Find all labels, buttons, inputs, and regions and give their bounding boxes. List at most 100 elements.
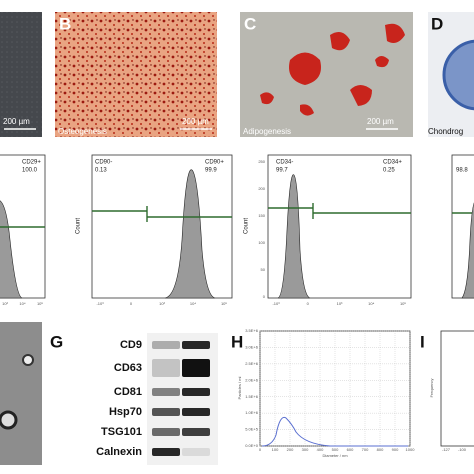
plot-frame [440, 330, 474, 447]
y-label: Particles / ml [237, 376, 242, 399]
y-tick-label: 3.5E+6 [245, 328, 259, 333]
x-tick-label: 0 [130, 301, 133, 306]
panel-letter: I [420, 332, 425, 351]
x-tick-label: 1000 [406, 447, 416, 452]
protein-label: Calnexin [96, 446, 142, 458]
gate-label: CD34- [276, 160, 293, 166]
y-tick-label: 1.0E+6 [245, 410, 259, 415]
protein-label: CD63 [114, 362, 142, 374]
histogram [164, 169, 216, 299]
gate-value: 0.25 [383, 168, 395, 174]
band [152, 341, 180, 349]
histogram [0, 200, 23, 299]
x-tick-label: 500 [332, 447, 339, 452]
x-tick-label: 10⁵ [37, 301, 43, 306]
x-tick-label: 10⁵ [221, 301, 227, 306]
y-tick-label: 2.0E+6 [245, 377, 259, 382]
gate-label: CD90+ [205, 160, 224, 166]
panel-h: H Particles / ml Diameter / nm 3.5E+6 3.0… [231, 328, 415, 458]
x-tick-label: 10⁵ [400, 301, 406, 306]
gate-value: 99.7 [276, 168, 288, 174]
y-tick-label: 50 [261, 267, 266, 272]
panel-letter: H [231, 332, 243, 351]
x-tick-label: 300 [302, 447, 309, 452]
x-tick-label: 0 [307, 301, 310, 306]
y-tick-label: 0 [263, 294, 266, 299]
gate [92, 206, 232, 222]
image [240, 12, 413, 137]
image [55, 12, 217, 137]
caption: Osteogenesis [58, 127, 107, 136]
x-tick-label: 200 [287, 447, 294, 452]
gate-value: 98.8 [456, 168, 468, 174]
plot-frame [267, 154, 412, 299]
panel-letter: B [59, 14, 71, 33]
vesicle [22, 354, 34, 366]
y-tick-label: 250 [258, 159, 265, 164]
panel-b: B 200 µm Osteogenesis [55, 12, 217, 137]
band [152, 359, 180, 377]
y-label: Frequency [429, 379, 434, 398]
y-tick-label: 150 [258, 213, 265, 218]
panel-letter: D [431, 14, 443, 33]
x-tick-label: -100 [458, 447, 467, 452]
x-tick-label: 0 [259, 447, 262, 452]
histogram [461, 202, 474, 299]
protein-label: Hsp70 [109, 406, 142, 418]
x-tick-label: 10³ [159, 301, 165, 306]
flow-p4: 98.8 [451, 154, 474, 299]
flow-p1: CD29+ 100.0 10³ 10⁴ 10⁵ [0, 154, 46, 306]
panel-d: D Chondrog [428, 12, 474, 137]
x-label: Diameter / nm [322, 453, 348, 458]
y-tick-label: 0.0E+0 [245, 443, 259, 448]
gate-label: CD90- [95, 160, 112, 166]
histogram [277, 174, 311, 299]
pellet [442, 39, 474, 111]
protein-label: TSG101 [101, 426, 142, 438]
x-tick-label: 400 [317, 447, 324, 452]
lipid-drops [260, 23, 405, 116]
y-label: Count [244, 218, 250, 234]
panel-f [0, 322, 42, 465]
blot [147, 333, 218, 465]
x-tick-label: 10³ [337, 301, 343, 306]
gate-label: CD34+ [383, 160, 402, 166]
x-tick-label: 10⁴ [190, 301, 196, 306]
flow-p3: Count CD34- 99.7 CD34+ 0.25 250 200 150 100… [244, 154, 412, 306]
y-tick-label: 1.5E+6 [245, 394, 259, 399]
image [0, 12, 42, 137]
scale-label: 200 µm [367, 117, 394, 126]
image [0, 322, 42, 465]
band [182, 341, 210, 349]
scale-label: 200 µm [182, 117, 209, 126]
gate [268, 203, 411, 219]
protein-label: CD81 [114, 386, 142, 398]
band [182, 388, 210, 396]
protein-label: CD9 [120, 339, 142, 351]
scale-label: 200 µm [3, 117, 30, 126]
x-tick-label: 10⁴ [19, 301, 25, 306]
gate-label: CD29+ [22, 160, 41, 166]
band [152, 448, 180, 456]
x-tick-label: 600 [347, 447, 354, 452]
x-tick-label: -10³ [272, 301, 280, 306]
panel-letter: G [50, 332, 63, 351]
panel-c: C 200 µm Adipogenesis [240, 12, 413, 137]
gate-value: 99.9 [205, 168, 217, 174]
panel-g: G CD9 CD63 CD81 Hsp70 TSG101 Calnexin [50, 332, 218, 465]
band [182, 448, 210, 456]
panel-a: 200 µm [0, 12, 42, 137]
x-tick-label: 100 [272, 447, 279, 452]
x-tick-label: -10³ [96, 301, 104, 306]
x-tick-label: 900 [392, 447, 399, 452]
panel-letter: C [244, 14, 256, 33]
size-curve [261, 416, 408, 447]
band [182, 408, 210, 416]
panel-i: I Frequency -127 -100 [420, 330, 474, 452]
y-tick-label: 5.0E+5 [245, 427, 259, 432]
plot-frame [259, 330, 411, 447]
band [152, 388, 180, 396]
band [182, 359, 210, 377]
y-tick-label: 200 [258, 186, 265, 191]
